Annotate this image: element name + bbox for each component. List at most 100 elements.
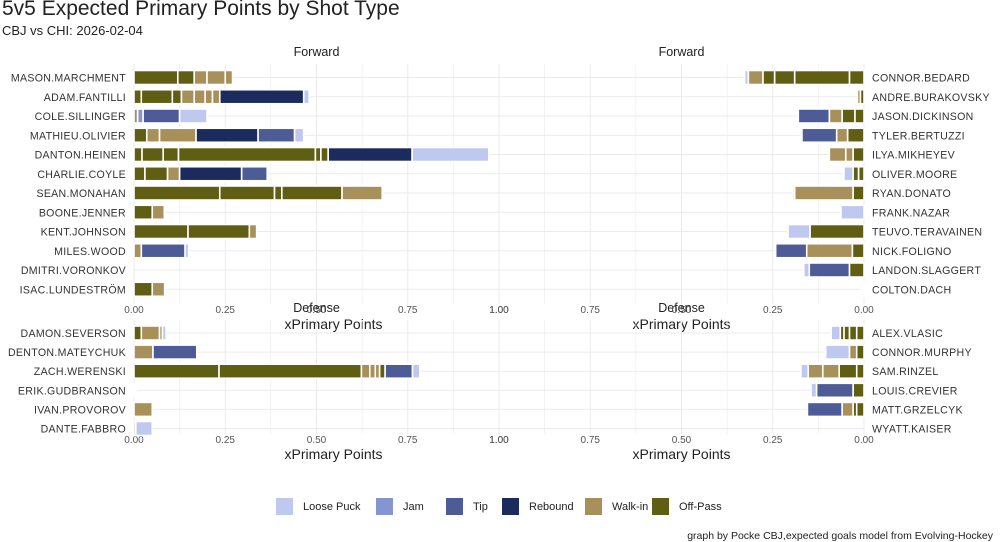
legend-key-walk-in — [585, 498, 602, 515]
bar-segment-tip — [801, 127, 838, 144]
tick-label: 0.00 — [854, 435, 874, 446]
tick-label: 1.00 — [489, 305, 509, 316]
bar-segment-off-pass — [857, 165, 865, 182]
bar-segment-walk-in — [793, 185, 854, 201]
player-label: LOUIS.CREVIER — [872, 385, 958, 397]
bar-segment-off-pass — [855, 325, 865, 341]
bar-segment-loose-puck — [134, 382, 138, 399]
bar-segment-walk-in — [835, 127, 849, 144]
bar-segment-walk-in — [140, 325, 161, 341]
player-label: CONNOR.BEDARD — [872, 73, 970, 85]
bar-segment-off-pass — [140, 88, 174, 105]
bar-segment-off-pass — [843, 325, 851, 341]
bar-segment-walk-in — [151, 204, 166, 221]
tick-label: 0.00 — [124, 305, 144, 316]
tick-label: 1.00 — [489, 435, 509, 446]
legend-key-tip — [446, 498, 463, 515]
bar-segment-off-pass — [320, 146, 329, 163]
bar-segment-loose-puck — [411, 363, 421, 380]
legend-label-rebound: Rebound — [529, 501, 574, 513]
bar-segment-tip — [806, 401, 843, 418]
bar-segment-off-pass — [855, 344, 865, 360]
player-label: LANDON.SLAGGERT — [872, 265, 981, 277]
bar-segment-off-pass — [846, 127, 865, 144]
player-label: BOONE.JENNER — [39, 207, 126, 219]
bar-segment-loose-puck — [792, 185, 796, 201]
bar-segment-walk-in — [860, 281, 864, 298]
bar-segment-off-pass — [852, 382, 865, 399]
legend-key-off-pass — [652, 498, 669, 515]
player-label: TYLER.BERTUZZI — [872, 130, 965, 142]
chart-title: 5v5 Expected Primary Points by Shot Type — [2, 0, 400, 20]
bar-segment-loose-puck — [178, 108, 208, 124]
bar-segment-rebound — [178, 165, 243, 182]
player-label: DANTON.HEINEN — [35, 150, 126, 162]
bar-segment-off-pass — [141, 146, 164, 163]
bar-segment-tip — [257, 127, 296, 144]
bar-segment-tip — [774, 242, 808, 259]
bar-segment-off-pass — [171, 88, 183, 105]
player-label: WYATT.KAISER — [872, 424, 952, 436]
bar-segment-loose-puck — [161, 325, 167, 341]
bar-segment-off-pass — [133, 69, 179, 86]
bar-segment-off-pass — [848, 325, 858, 341]
legend-label-loose-puck: Loose Puck — [303, 501, 361, 513]
bar-segment-walk-in — [341, 185, 383, 201]
tick-label: 0.50 — [672, 305, 692, 316]
tick-label: 0.50 — [307, 435, 327, 446]
bar-segment-off-pass — [133, 127, 148, 144]
bar-segment-walk-in — [158, 127, 197, 144]
bar-segment-off-pass — [133, 165, 146, 182]
axis-title-chi-defense: xPrimary Points — [632, 446, 730, 462]
bar-segment-tip — [140, 242, 186, 259]
tick-label: 0.75 — [581, 305, 601, 316]
tick-label: 0.50 — [307, 305, 327, 316]
bar-segment-off-pass — [281, 185, 343, 201]
bar-segment-off-pass — [314, 146, 322, 163]
tick-label: 0.75 — [398, 305, 418, 316]
bar-segment-off-pass — [177, 69, 196, 86]
bar-segment-walk-in — [151, 281, 166, 298]
tick-label: 0.25 — [763, 435, 783, 446]
bar-segment-off-pass — [218, 185, 276, 201]
bar-segment-tip — [384, 363, 414, 380]
player-label: MILES.WOOD — [54, 246, 126, 258]
bar-segment-off-pass — [838, 363, 858, 380]
bar-segment-loose-puck — [810, 382, 818, 399]
bar-segment-off-pass — [793, 69, 851, 86]
player-label: ISAC.LUNDESTRÖM — [20, 284, 126, 296]
player-label: ZACH.WERENSKI — [34, 366, 126, 378]
bar-segment-off-pass — [848, 262, 865, 278]
bar-segment-loose-puck — [743, 69, 750, 86]
bar-segment-loose-puck — [824, 344, 851, 360]
bar-segment-off-pass — [378, 363, 386, 380]
bar-segment-loose-puck — [135, 420, 154, 437]
bar-segment-off-pass — [133, 88, 143, 105]
player-label: KENT.JOHNSON — [41, 227, 126, 239]
player-label: MATHIEU.OLIVIER — [30, 130, 126, 142]
bar-segment-off-pass — [854, 108, 865, 124]
bar-segment-loose-puck — [184, 242, 190, 259]
player-label: COLTON.DACH — [872, 284, 951, 296]
tick-label: 1.00 — [489, 305, 509, 316]
bar-segment-off-pass — [855, 401, 865, 418]
legend-label-tip: Tip — [473, 501, 488, 513]
bar-segment-walk-in — [133, 401, 154, 418]
bar-segment-loose-puck — [800, 363, 809, 380]
bar-segment-off-pass — [218, 363, 363, 380]
bar-segment-off-pass — [162, 146, 180, 163]
tick-label: 0.75 — [581, 435, 601, 446]
bar-segment-walk-in — [193, 69, 208, 86]
bar-segment-off-pass — [133, 223, 189, 240]
bar-segment-walk-in — [848, 344, 858, 360]
player-label: ANDRE.BURAKOVSKY — [872, 92, 990, 104]
bar-segment-loose-puck — [293, 127, 305, 144]
player-label: ALEX.VLASIC — [872, 328, 943, 340]
bar-segment-rebound — [195, 127, 259, 144]
bar-segment-loose-puck — [840, 204, 865, 221]
bar-segment-tip — [142, 108, 181, 124]
bar-segment-walk-in — [360, 363, 371, 380]
tick-label: 0.25 — [216, 435, 236, 446]
player-label: MASON.MARCHMENT — [11, 73, 126, 85]
